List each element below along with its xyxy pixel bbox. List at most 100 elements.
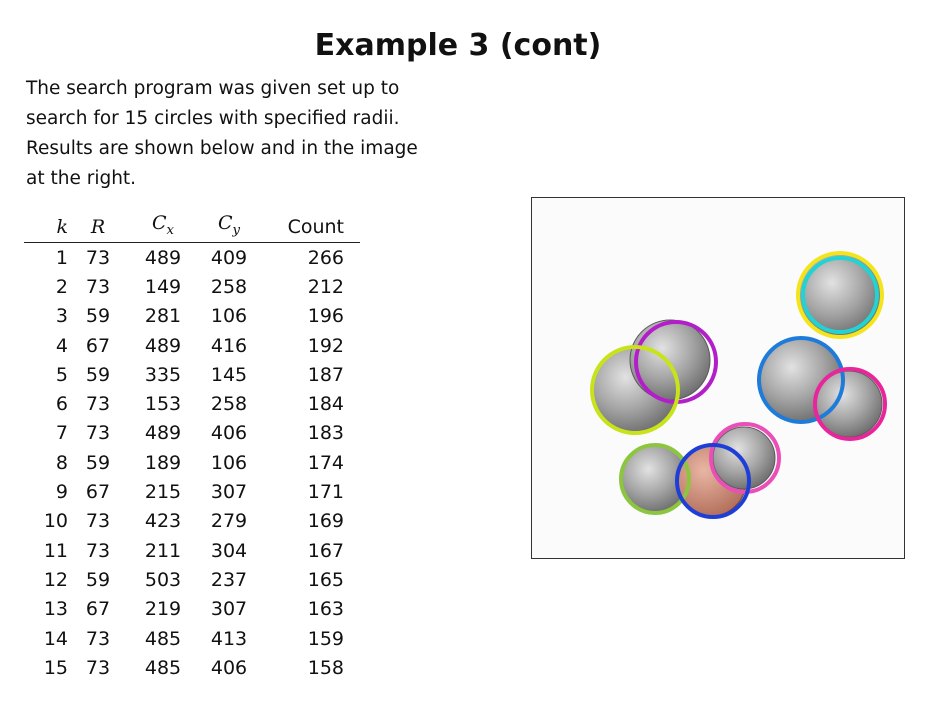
intro-line: search for 15 circles with specified rad… xyxy=(26,108,400,129)
cell-r: 67 xyxy=(85,334,111,357)
cell-cx: 335 xyxy=(144,363,182,386)
cell-count: 187 xyxy=(307,363,344,386)
table-row: 9 67 215 307 171 xyxy=(24,477,360,506)
header-r: R xyxy=(68,206,128,243)
cell-cy: 406 xyxy=(210,656,248,679)
cell-count: 167 xyxy=(307,539,344,562)
table-row: 10 73 423 279 169 xyxy=(24,507,360,536)
cell-r: 67 xyxy=(85,481,111,504)
cell-r: 73 xyxy=(85,393,111,416)
table-row: 8 59 189 106 174 xyxy=(24,448,360,477)
cell-cy: 279 xyxy=(210,510,248,533)
table-row: 4 67 489 416 192 xyxy=(24,331,360,360)
detected-circle-ring xyxy=(796,251,884,339)
cell-count: 192 xyxy=(307,334,344,357)
cell-count: 212 xyxy=(307,275,344,298)
cell-cx: 489 xyxy=(144,246,182,269)
cell-k: 14 xyxy=(43,627,68,650)
cell-cy: 106 xyxy=(210,451,248,474)
header-cy: Cy xyxy=(198,206,260,243)
intro-line: at the right. xyxy=(26,168,137,189)
intro-text: The search program was given set up to s… xyxy=(26,74,426,194)
cell-cx: 211 xyxy=(144,539,182,562)
cell-count: 158 xyxy=(307,656,344,679)
table-row: 5 59 335 145 187 xyxy=(24,360,360,389)
cell-count: 169 xyxy=(307,510,344,533)
cell-r: 73 xyxy=(85,627,111,650)
table-row: 3 59 281 106 196 xyxy=(24,302,360,331)
table-row: 12 59 503 237 165 xyxy=(24,565,360,594)
cell-k: 11 xyxy=(43,539,68,562)
cell-cy: 258 xyxy=(210,393,248,416)
cell-count: 183 xyxy=(307,422,344,445)
results-table: k R Cx Cy Count 1 73 489 409 266 2 73 149 258 212… xyxy=(24,206,360,682)
cell-cy: 304 xyxy=(210,539,248,562)
cell-r: 73 xyxy=(85,510,111,533)
cell-cy: 307 xyxy=(210,481,248,504)
cell-r: 73 xyxy=(85,656,111,679)
cell-r: 73 xyxy=(85,275,111,298)
header-count: Count xyxy=(260,206,360,243)
detected-circles xyxy=(590,251,887,519)
quarter-coin xyxy=(629,319,711,401)
cell-cy: 145 xyxy=(210,363,248,386)
cell-cx: 189 xyxy=(144,451,182,474)
cell-cy: 237 xyxy=(210,568,248,591)
cell-k: 9 xyxy=(55,481,68,504)
cell-count: 266 xyxy=(307,246,344,269)
cell-cy: 413 xyxy=(210,627,248,650)
detected-circle-ring xyxy=(757,336,845,424)
cell-cx: 485 xyxy=(144,627,182,650)
table-row: 1 73 489 409 266 xyxy=(24,243,360,273)
cell-cy: 258 xyxy=(210,275,248,298)
cell-r: 67 xyxy=(85,598,111,621)
cell-k: 6 xyxy=(55,393,68,416)
cell-cy: 416 xyxy=(210,334,248,357)
detected-circle-ring xyxy=(590,345,680,435)
cell-r: 59 xyxy=(85,363,111,386)
table-row: 7 73 489 406 183 xyxy=(24,419,360,448)
header-cx: Cx xyxy=(128,206,198,243)
cell-k: 2 xyxy=(55,275,68,298)
cell-r: 73 xyxy=(85,539,111,562)
header-cx-base: C xyxy=(151,212,167,235)
cell-cy: 307 xyxy=(210,598,248,621)
cell-r: 59 xyxy=(85,305,111,328)
detected-circle-ring xyxy=(813,367,887,441)
cell-count: 159 xyxy=(307,627,344,650)
table-row: 14 73 485 413 159 xyxy=(24,624,360,653)
cell-cy: 409 xyxy=(210,246,248,269)
cell-cy: 406 xyxy=(210,422,248,445)
cell-k: 15 xyxy=(43,656,68,679)
cell-cx: 489 xyxy=(144,422,182,445)
detected-circle-ring xyxy=(675,443,751,519)
dime-coin xyxy=(712,426,776,490)
cell-cx: 485 xyxy=(144,656,182,679)
cell-cx: 281 xyxy=(144,305,182,328)
table-row: 13 67 219 307 163 xyxy=(24,595,360,624)
intro-line: Results are shown below and in the image xyxy=(26,138,418,159)
detected-circle-ring xyxy=(801,256,879,334)
cell-cx: 423 xyxy=(144,510,182,533)
cell-count: 196 xyxy=(307,305,344,328)
cell-cx: 215 xyxy=(144,481,182,504)
detected-circle-ring xyxy=(709,422,781,494)
coin-detection-image xyxy=(531,197,905,559)
cell-k: 10 xyxy=(43,510,68,533)
header-cx-sub: x xyxy=(166,223,175,238)
cell-k: 4 xyxy=(55,334,68,357)
table-row: 11 73 211 304 167 xyxy=(24,536,360,565)
cell-cy: 106 xyxy=(210,305,248,328)
intro-line: The search program was given set up to xyxy=(26,78,400,99)
cell-count: 171 xyxy=(307,481,344,504)
cell-r: 59 xyxy=(85,451,111,474)
table-row: 15 73 485 406 158 xyxy=(24,653,360,682)
detected-circle-ring xyxy=(619,443,691,515)
cell-k: 13 xyxy=(43,598,68,621)
cell-k: 12 xyxy=(43,568,68,591)
cell-k: 7 xyxy=(55,422,68,445)
cell-r: 59 xyxy=(85,568,111,591)
cell-k: 5 xyxy=(55,363,68,386)
cell-cx: 489 xyxy=(144,334,182,357)
cell-k: 8 xyxy=(55,451,68,474)
